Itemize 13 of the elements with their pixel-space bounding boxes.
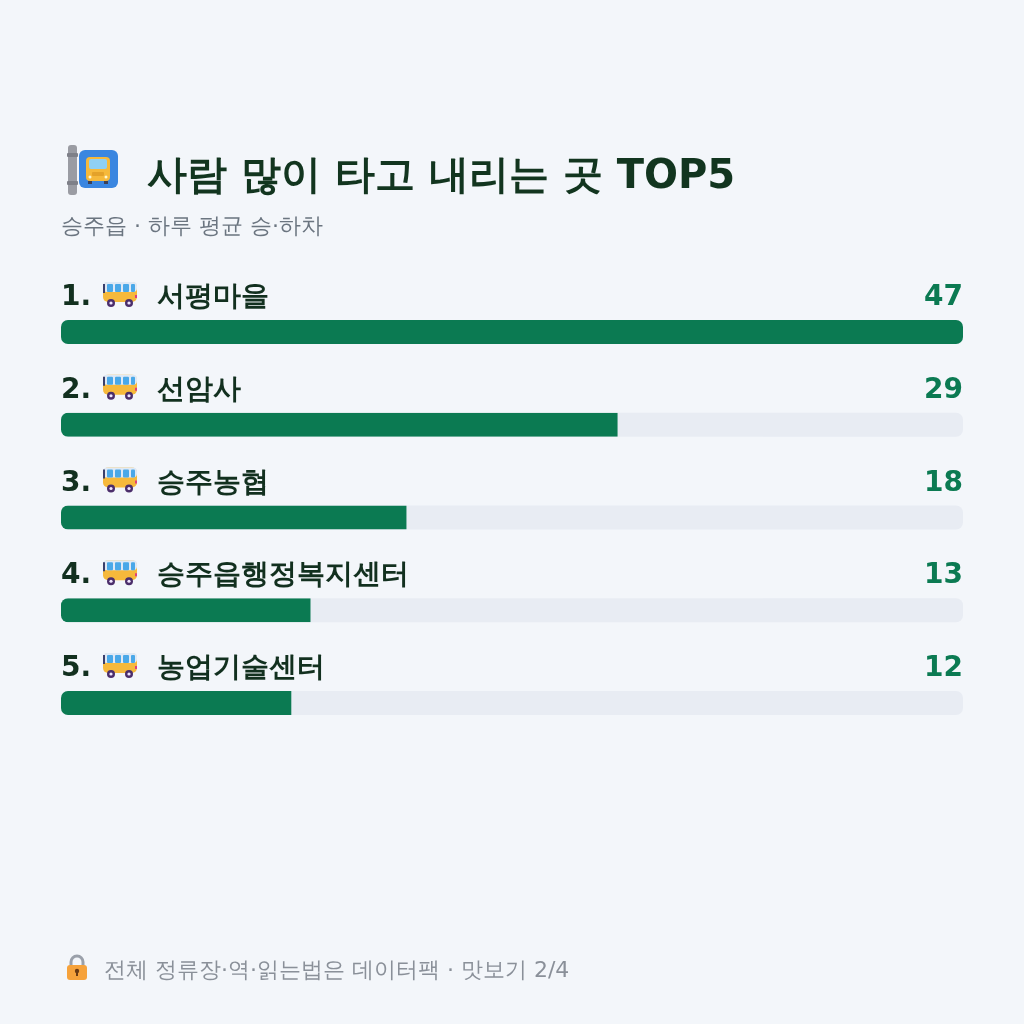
- data-label: 13: [924, 557, 963, 591]
- category-label: 2. 선암사: [61, 371, 241, 405]
- category-label: 5. 농업기술센터: [61, 650, 325, 683]
- chart-subtitle: 승주읍 · 하루 평균 승·하차: [61, 213, 323, 238]
- data-label: 18: [924, 464, 963, 498]
- data-label: 47: [924, 279, 963, 312]
- category-label: 1. 서평마을: [61, 279, 269, 312]
- data-label: 12: [924, 650, 963, 683]
- text: 전체 정류장·역·읽는법은 데이터팩 · 맛보기 2/4: [104, 957, 570, 982]
- chart-title: 사람 많이 타고 내리는 곳 TOP5: [147, 151, 736, 197]
- data-label: 29: [924, 371, 963, 405]
- category-label: 3. 승주농협: [61, 464, 269, 498]
- category-label: 4. 승주읍행정복지센터: [61, 557, 409, 591]
